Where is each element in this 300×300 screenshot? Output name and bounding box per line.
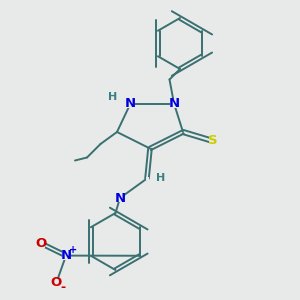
Bar xyxy=(170,99,178,108)
Text: -: - xyxy=(60,281,66,295)
Text: +: + xyxy=(68,245,77,255)
Text: S: S xyxy=(208,134,218,148)
Bar xyxy=(61,251,70,260)
Text: N: N xyxy=(125,97,136,110)
Bar xyxy=(38,240,45,248)
Text: O: O xyxy=(51,276,62,289)
Bar xyxy=(126,99,135,108)
Bar xyxy=(52,279,60,286)
Bar xyxy=(146,177,148,180)
Text: H: H xyxy=(109,92,118,103)
Text: N: N xyxy=(168,97,180,110)
Text: O: O xyxy=(36,237,47,250)
Text: H: H xyxy=(156,172,165,183)
Text: N: N xyxy=(114,191,126,205)
Bar xyxy=(116,194,124,202)
Text: N: N xyxy=(60,249,72,262)
Bar xyxy=(209,137,217,145)
